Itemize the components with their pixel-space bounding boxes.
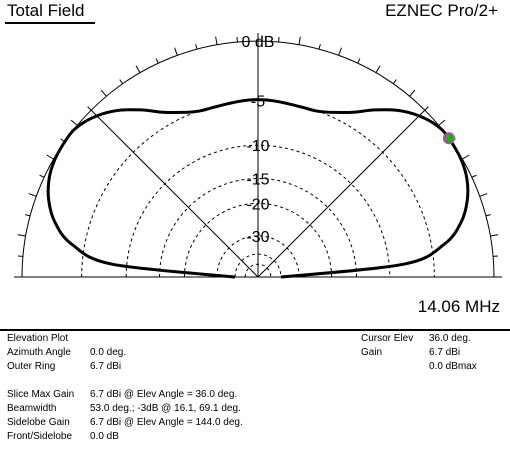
tick-150 (46, 154, 54, 160)
tick-75 (318, 44, 321, 50)
slice-max-label: Slice Max Gain (7, 389, 75, 400)
plot-divider (0, 329, 510, 331)
outer-ring-label: Outer Ring (7, 361, 56, 372)
tick-65 (357, 58, 361, 64)
tick-120 (135, 65, 141, 73)
tick-125 (119, 79, 124, 84)
inner-ring-1 (244, 263, 272, 278)
frequency-readout: 14.06 MHz (417, 297, 500, 316)
sidelobe-label: Sidelobe Gain (7, 417, 70, 428)
pattern-plot-area[interactable]: 0 dB -5 -10 -15 -20 -30 Total Field EZNEC Pro… (0, 0, 510, 330)
beamwidth-value: 53.0 deg.; -3dB @ 16.1, 69.1 deg. (90, 403, 241, 414)
product-name: EZNEC Pro/2+ (385, 1, 498, 20)
tick-40 (438, 119, 446, 126)
ring-labels: 0 dB -5 -10 -15 -20 -30 (242, 34, 275, 246)
tick-50 (409, 89, 416, 97)
tick-115 (155, 58, 159, 64)
ring-4 (183, 202, 333, 278)
radial-line-45 (257, 109, 426, 278)
tick-135 (87, 106, 92, 111)
front-sidelobe-value: 0.0 dB (90, 431, 119, 442)
ring-label-3: -15 (246, 172, 269, 189)
cursor-dot (444, 133, 454, 143)
cursor-elev-label: Cursor Elev (361, 333, 414, 344)
tick-30 (462, 154, 470, 160)
plot-title: Total Field (7, 1, 85, 20)
ring-2 (125, 144, 391, 278)
tick-25 (471, 174, 477, 178)
tick-100 (215, 36, 218, 45)
gain-dbmax-value: 0.0 dBmax (429, 361, 477, 372)
azimuth-label: Azimuth Angle (7, 347, 71, 358)
sidelobe-value: 6.7 dBi @ Elev Angle = 144.0 deg. (90, 417, 243, 428)
azimuth-value: 0.0 deg. (90, 347, 127, 358)
outer-ring-value: 6.7 dBi (90, 361, 122, 372)
radial-line-135 (90, 109, 259, 278)
tick-70 (338, 47, 342, 56)
ring-label-4: -20 (246, 196, 269, 213)
tick-155 (39, 174, 45, 178)
radiation-pattern-trace (46, 98, 470, 279)
tick-55 (392, 79, 397, 84)
beamwidth-label: Beamwidth (7, 403, 57, 414)
tick-165 (25, 214, 31, 217)
tick-130 (100, 89, 107, 97)
ring-5 (216, 235, 300, 278)
cursor-elev-value: 36.0 deg. (429, 333, 471, 344)
cursor-marker (442, 132, 455, 145)
tick-10 (490, 234, 499, 237)
tick-140 (70, 119, 78, 126)
ring-label-5: -30 (246, 229, 269, 246)
inner-ring-0 (234, 253, 282, 278)
gain-label: Gain (361, 347, 383, 358)
front-sidelobe-label: Front/Sidelobe (7, 431, 73, 442)
tick-15 (485, 214, 491, 217)
tick-160 (28, 193, 37, 197)
tick-170 (17, 234, 26, 237)
tick-110 (174, 47, 178, 56)
tick-80 (298, 36, 301, 45)
elevation-pattern-plot[interactable]: 0 dB -5 -10 -15 -20 -30 (0, 0, 510, 330)
tick-60 (375, 65, 381, 73)
title-underline (5, 22, 95, 24)
degree-ticks (14, 33, 502, 278)
ring-label-0: 0 dB (242, 34, 275, 51)
slice-max-value: 6.7 dBi @ Elev Angle = 36.0 deg. (90, 389, 238, 400)
tick-105 (195, 44, 198, 50)
ring-label-2: -10 (246, 138, 269, 155)
plot-type-label: Elevation Plot (7, 333, 69, 344)
tick-45 (424, 106, 429, 111)
gain-value: 6.7 dBi (429, 347, 461, 358)
ring-label-1: -5 (251, 94, 265, 111)
tick-20 (479, 193, 488, 197)
